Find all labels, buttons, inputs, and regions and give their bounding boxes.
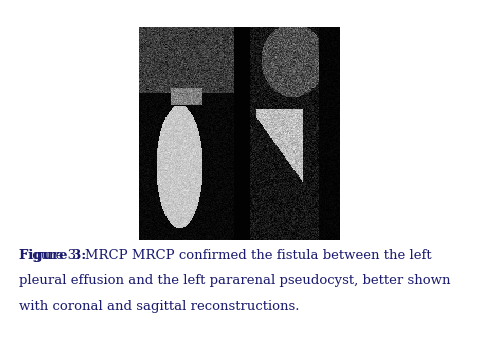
Text: pleural effusion and the left pararenal pseudocyst, better shown: pleural effusion and the left pararenal …	[19, 274, 451, 287]
Text: Figure 3: MRCP MRCP confirmed the fistula between the left: Figure 3: MRCP MRCP confirmed the fistul…	[19, 249, 432, 262]
Text: Figure 3:: Figure 3:	[19, 249, 91, 262]
Text: with coronal and sagittal reconstructions.: with coronal and sagittal reconstruction…	[19, 300, 300, 313]
